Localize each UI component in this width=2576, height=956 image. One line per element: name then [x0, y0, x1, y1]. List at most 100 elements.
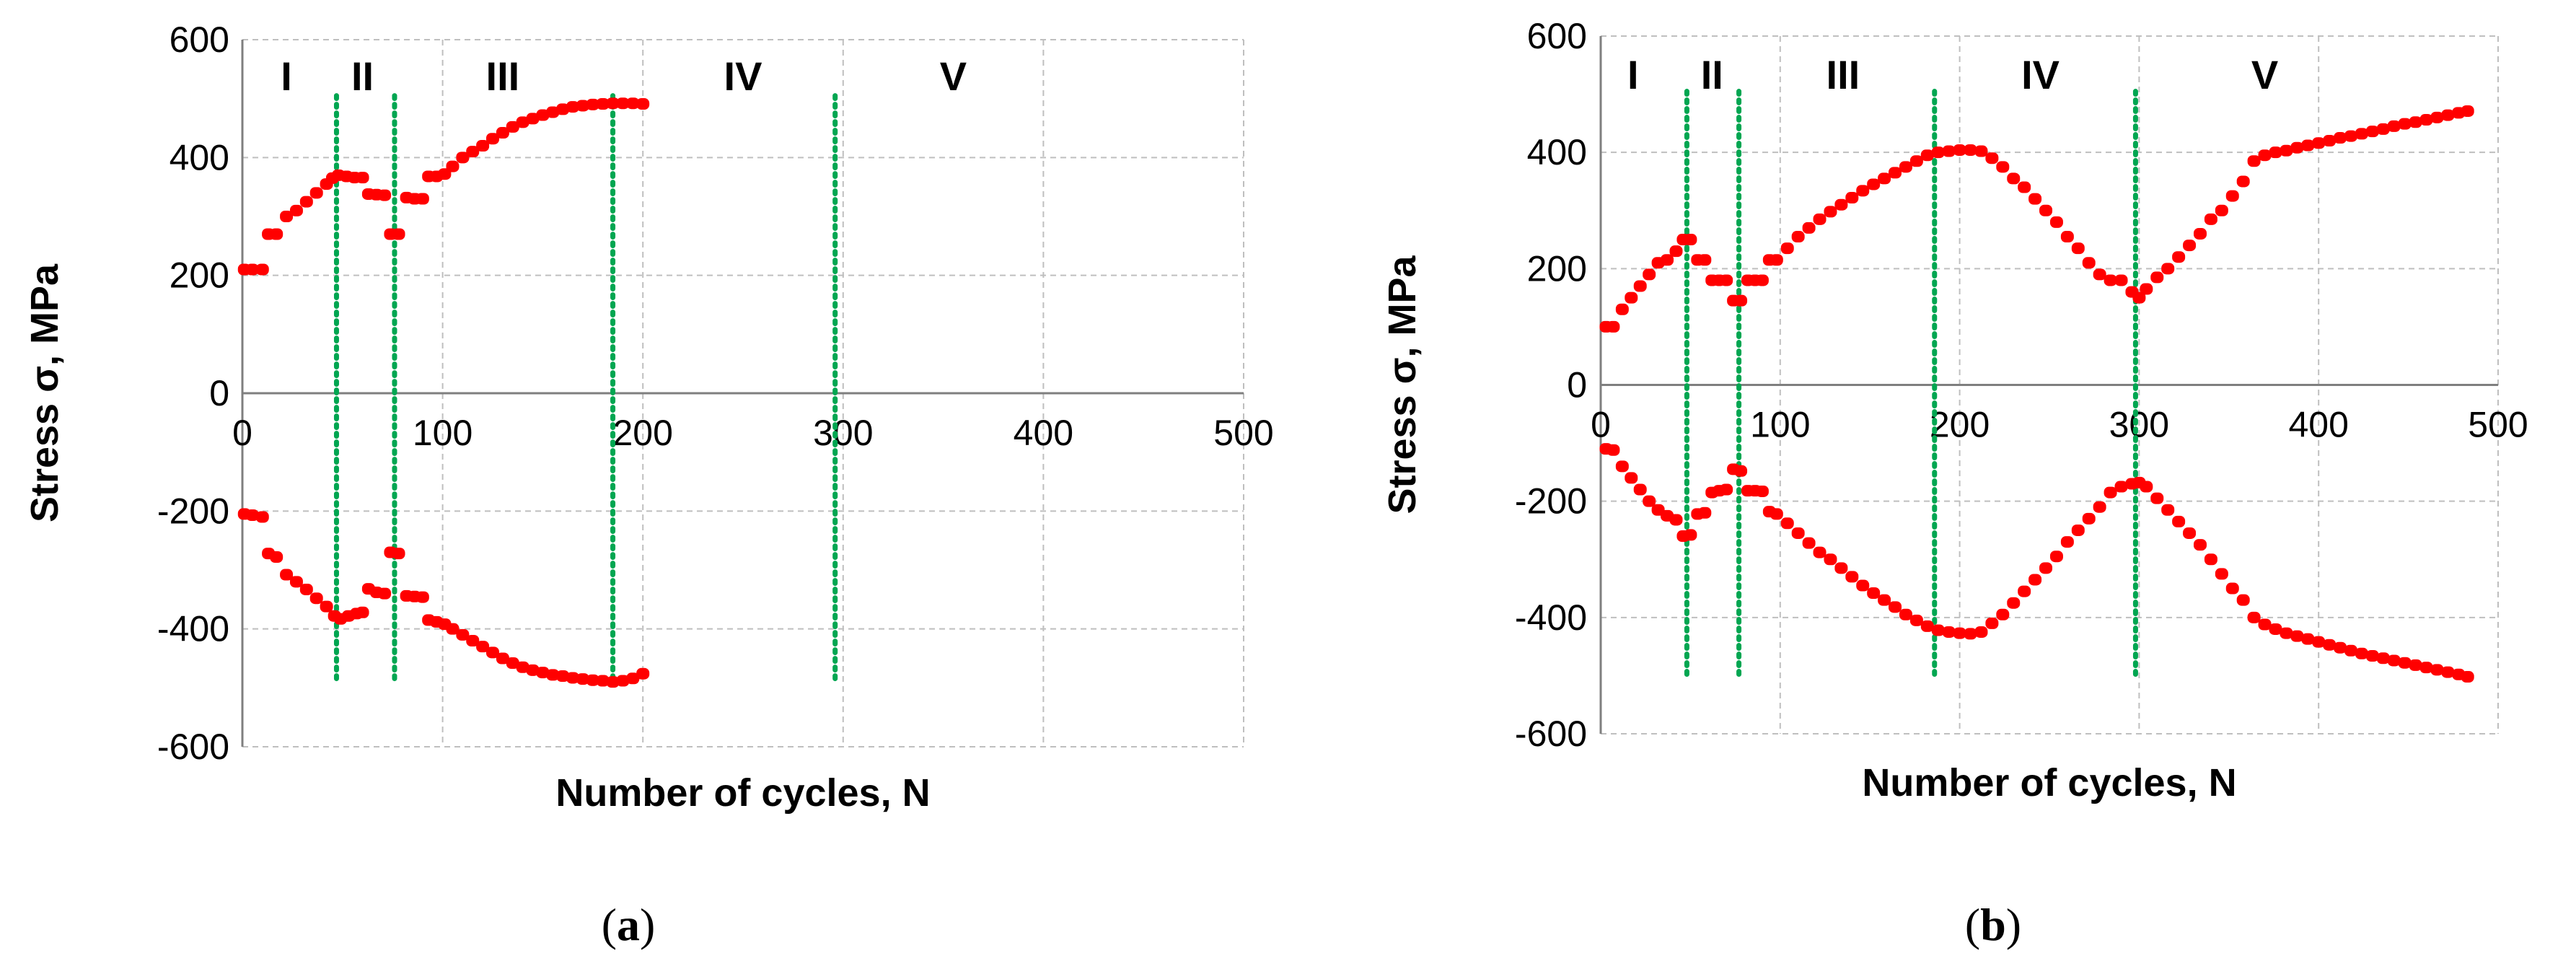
- data-point: [1964, 628, 1977, 640]
- y-tick-label: 400: [170, 137, 229, 177]
- series-min-stress: [237, 508, 650, 688]
- data-point: [2398, 118, 2412, 130]
- data-point: [2312, 137, 2326, 149]
- data-point: [1625, 291, 1638, 304]
- data-point: [496, 652, 509, 665]
- y-tick-label: 0: [209, 373, 229, 413]
- data-point: [299, 583, 313, 595]
- data-point: [1780, 517, 1794, 530]
- data-point: [1698, 506, 1712, 519]
- data-point: [2323, 639, 2337, 651]
- data-point: [1899, 608, 1912, 620]
- data-point: [526, 664, 540, 676]
- data-point: [636, 667, 650, 680]
- data-point: [1889, 601, 1902, 613]
- data-point: [1856, 579, 1870, 592]
- y-tick-label: 200: [1527, 248, 1587, 289]
- data-point: [2060, 536, 2074, 548]
- data-point: [1824, 553, 1837, 566]
- data-point: [299, 196, 313, 208]
- data-point: [2258, 149, 2272, 162]
- data-point: [270, 551, 283, 563]
- region-label: II: [351, 53, 374, 99]
- data-point: [2355, 647, 2368, 659]
- series-min-stress: [1599, 443, 2474, 683]
- region-label: I: [281, 53, 292, 99]
- data-point: [506, 120, 519, 133]
- data-point: [1684, 234, 1697, 246]
- data-point: [2441, 666, 2455, 678]
- y-tick-label: -200: [157, 491, 229, 531]
- data-point: [2114, 481, 2128, 493]
- data-point: [2204, 553, 2217, 566]
- data-point: [566, 101, 580, 113]
- x-tick-label: 400: [2288, 405, 2348, 445]
- data-point: [596, 675, 610, 687]
- data-point: [1942, 626, 1956, 638]
- data-point: [1909, 155, 1923, 167]
- data-point: [456, 628, 470, 641]
- data-point: [416, 193, 429, 205]
- data-point: [1625, 472, 1638, 484]
- data-point: [516, 116, 529, 128]
- data-point: [2018, 585, 2031, 597]
- data-point: [546, 106, 560, 118]
- data-point: [2301, 633, 2315, 645]
- data-point: [476, 641, 490, 653]
- data-point: [2376, 123, 2390, 135]
- data-point: [1953, 144, 1966, 156]
- data-point: [1899, 161, 1912, 173]
- x-axis-title: Number of cycles, N: [1862, 761, 2236, 804]
- data-point: [2258, 618, 2272, 631]
- data-point: [2172, 515, 2186, 527]
- data-point: [456, 152, 470, 164]
- data-point: [1791, 527, 1805, 539]
- data-point: [1802, 222, 1816, 234]
- data-point: [2365, 126, 2379, 138]
- data-point: [289, 576, 303, 588]
- data-point: [438, 168, 452, 180]
- data-point: [289, 204, 303, 216]
- data-point: [2140, 283, 2153, 295]
- data-point: [392, 228, 405, 240]
- data-point: [2409, 659, 2422, 671]
- region-label: IV: [2021, 52, 2060, 97]
- data-point: [270, 228, 283, 240]
- data-point: [2236, 175, 2250, 188]
- region-label: III: [1827, 52, 1860, 97]
- panel-label-a-text: a: [617, 899, 640, 950]
- data-point: [255, 263, 269, 276]
- data-point: [576, 673, 589, 685]
- data-point: [1974, 626, 1988, 638]
- data-point: [496, 127, 509, 139]
- data-point: [1813, 546, 1827, 558]
- data-point: [1974, 145, 1988, 157]
- x-tick-label: 200: [612, 413, 672, 453]
- data-point: [2018, 181, 2031, 193]
- data-point: [2161, 263, 2175, 275]
- data-point: [546, 669, 560, 681]
- data-point: [2280, 627, 2293, 639]
- data-point: [2183, 240, 2197, 252]
- data-point: [2236, 594, 2250, 606]
- data-point: [1661, 254, 1674, 266]
- data-point: [1813, 213, 1827, 225]
- data-point: [2334, 641, 2347, 654]
- data-point: [606, 97, 620, 110]
- data-point: [1931, 624, 1945, 636]
- data-point: [556, 670, 570, 682]
- y-tick-label: 400: [1527, 132, 1587, 172]
- data-point: [1834, 198, 1848, 211]
- data-point: [606, 676, 620, 688]
- x-tick-label: 100: [413, 413, 472, 453]
- data-point: [1909, 614, 1923, 626]
- region-label: V: [2251, 52, 2278, 97]
- panel-label-b-text: b: [1980, 899, 2006, 950]
- data-point: [378, 587, 392, 600]
- region-label: I: [1627, 52, 1639, 97]
- data-point: [2150, 492, 2164, 504]
- region-label: II: [1701, 52, 1723, 97]
- data-point: [1953, 627, 1966, 639]
- data-point: [2430, 111, 2444, 123]
- region-label: V: [940, 53, 967, 99]
